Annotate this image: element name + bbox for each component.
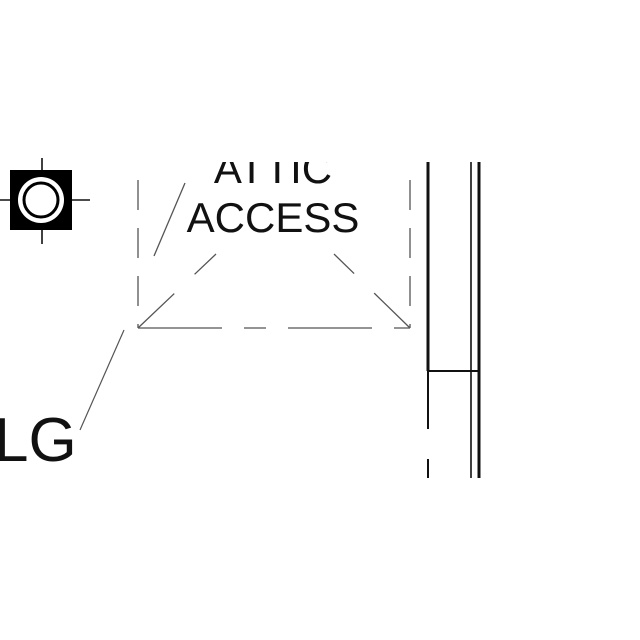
hatch-leader-line <box>153 182 186 257</box>
attic-label-line1: ATTIC <box>214 145 332 192</box>
hatch-diagonal-left <box>137 253 217 329</box>
edge-label-fragment: LG <box>0 406 77 475</box>
attic-access-hatch <box>137 180 411 329</box>
attic-label-line2: ACCESS <box>187 194 360 241</box>
wall-section <box>426 162 481 478</box>
leader-line <box>79 329 125 431</box>
ceiling-light-fixture-icon <box>0 158 90 244</box>
hatch-diagonal-right <box>333 253 411 329</box>
